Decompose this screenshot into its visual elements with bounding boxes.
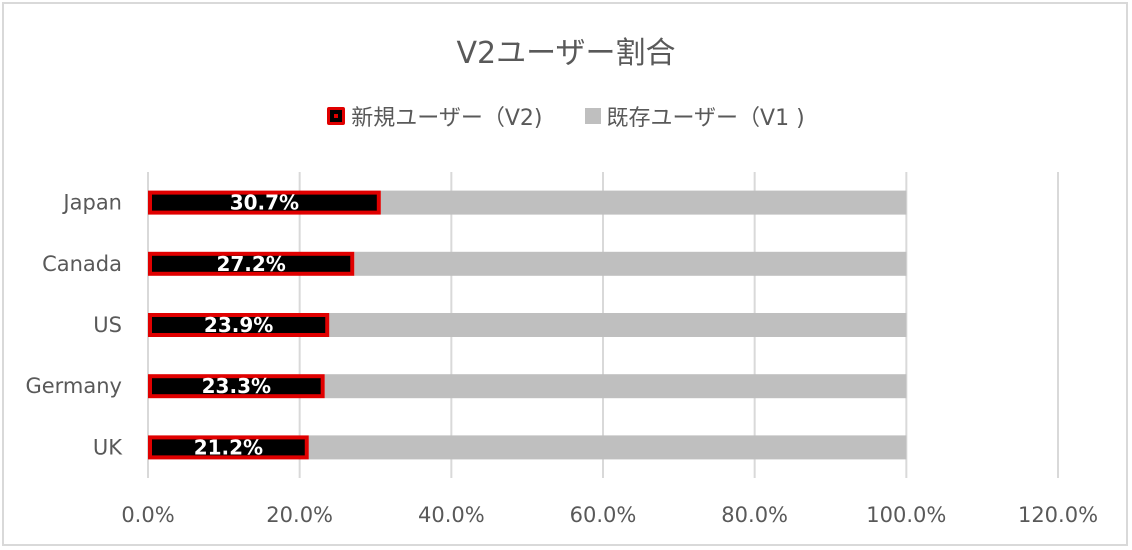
bar-new-users — [148, 313, 330, 337]
bar-new-users — [148, 190, 381, 215]
bar-new-users — [148, 251, 355, 276]
chart-title: V2ユーザー割合 — [456, 36, 676, 71]
data-label: 27.2% — [216, 252, 285, 276]
x-tick-label: 0.0% — [121, 503, 174, 527]
x-tick-label: 100.0% — [866, 503, 946, 527]
data-label: 30.7% — [230, 191, 299, 215]
category-label: Japan — [61, 191, 122, 215]
legend-swatch-existing-users — [584, 108, 601, 124]
data-label: 21.2% — [194, 435, 263, 459]
bar-existing-users — [329, 313, 907, 337]
data-label: 23.9% — [204, 313, 273, 337]
x-tick-label: 120.0% — [1018, 503, 1098, 527]
bar-new-users — [148, 435, 309, 460]
legend: 新規ユーザー（V2) 既存ユーザー（V1 ) — [0, 100, 1132, 132]
x-tick-label: 80.0% — [721, 503, 788, 527]
bar-existing-users — [354, 251, 907, 276]
bar-new-users — [148, 374, 325, 399]
category-label: Germany — [25, 374, 122, 398]
legend-label-new-users: 新規ユーザー（V2) — [351, 106, 543, 131]
legend-item-existing-users: 既存ユーザー（V1 ) — [584, 100, 805, 132]
legend-swatch-new-users — [327, 107, 346, 125]
bar-existing-users — [324, 374, 907, 399]
x-tick-label: 60.0% — [570, 503, 637, 527]
x-tick-label: 40.0% — [418, 503, 485, 527]
category-label: Canada — [42, 252, 122, 276]
bar-existing-users — [308, 435, 907, 460]
bar-existing-users — [380, 190, 907, 215]
category-label: US — [93, 313, 122, 337]
category-label: UK — [93, 435, 123, 459]
legend-label-existing-users: 既存ユーザー（V1 ) — [606, 106, 805, 131]
x-tick-label: 20.0% — [266, 503, 333, 527]
legend-item-new-users: 新規ユーザー（V2) — [327, 100, 543, 132]
data-label: 23.3% — [202, 374, 271, 398]
